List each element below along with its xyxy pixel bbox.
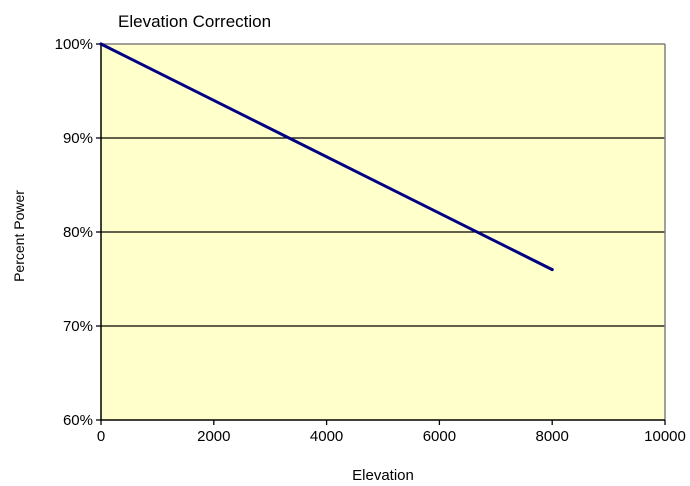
y-axis-label: Percent Power — [11, 190, 27, 282]
x-tick-label-1: 2000 — [197, 428, 230, 445]
y-tick-label-2: 80% — [63, 224, 93, 241]
series-line-0 — [99, 42, 554, 272]
y-tick-label-3: 90% — [63, 130, 93, 147]
series-0-point-1 — [550, 268, 554, 272]
y-tick-label-0: 60% — [63, 412, 93, 429]
x-axis-label: Elevation — [352, 467, 414, 484]
series-0-point-0 — [99, 42, 103, 46]
plot-area: 60% 70% 80% 90% 100% 0 2000 4000 6000 8000 10000 — [55, 36, 686, 445]
x-tick-label-5: 10000 — [644, 428, 686, 445]
x-tick-label-0: 0 — [97, 428, 105, 445]
y-tick-label-1: 70% — [63, 318, 93, 335]
x-tick-label-2: 4000 — [310, 428, 343, 445]
x-tick-label-4: 8000 — [536, 428, 569, 445]
y-tick-label-4: 100% — [55, 36, 93, 53]
chart-title: Elevation Correction — [118, 12, 271, 31]
x-tick-label-3: 6000 — [423, 428, 456, 445]
